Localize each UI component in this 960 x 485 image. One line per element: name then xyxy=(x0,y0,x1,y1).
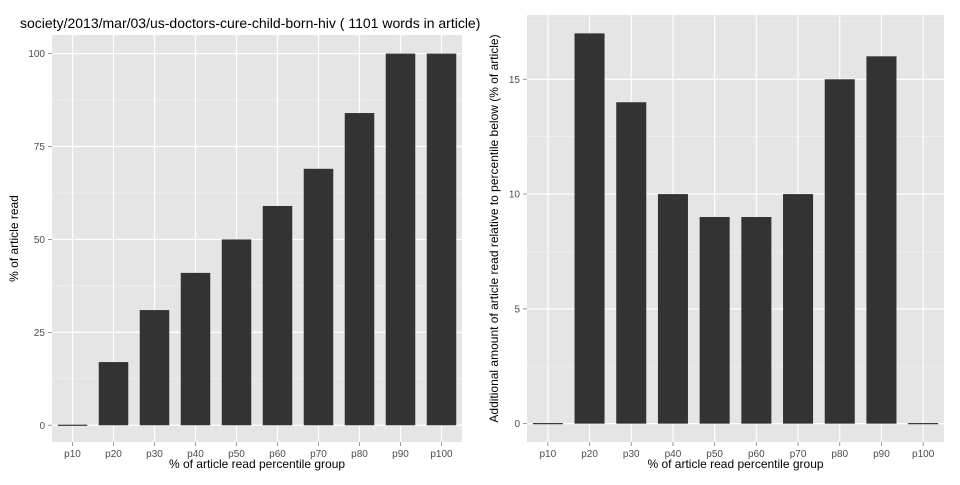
y-tick-label: 50 xyxy=(34,235,46,246)
y-tick-label: 0 xyxy=(39,421,45,432)
chart-title: society/2013/mar/03/us-doctors-cure-chil… xyxy=(20,15,481,31)
x-tick-label: p70 xyxy=(310,449,327,460)
y-tick-label: 100 xyxy=(28,49,45,60)
bar xyxy=(344,113,375,426)
bar xyxy=(385,53,416,426)
bar xyxy=(139,310,170,426)
y-tick-label: 75 xyxy=(34,142,46,153)
y-tick-label: 0 xyxy=(514,419,520,430)
bar xyxy=(616,102,647,424)
x-tick-label: p50 xyxy=(706,449,723,460)
x-tick-label: p30 xyxy=(146,449,163,460)
x-tick-label: p10 xyxy=(64,449,81,460)
bar xyxy=(866,56,897,424)
x-tick-label: p50 xyxy=(228,449,245,460)
bar xyxy=(699,217,730,424)
x-tick-label: p60 xyxy=(269,449,286,460)
x-tick-label: p70 xyxy=(790,449,807,460)
bar xyxy=(262,205,293,426)
bar xyxy=(221,239,252,426)
bar xyxy=(303,168,334,426)
bar xyxy=(783,194,814,424)
x-tick-label: p60 xyxy=(748,449,765,460)
bar xyxy=(180,272,211,426)
x-tick-label: p80 xyxy=(831,449,848,460)
x-tick-label: p30 xyxy=(623,449,640,460)
y-tick-label: 25 xyxy=(34,328,46,339)
x-tick-label: p40 xyxy=(187,449,204,460)
bar xyxy=(908,423,939,425)
bar xyxy=(57,424,88,426)
x-tick-label: p90 xyxy=(873,449,890,460)
bar xyxy=(532,423,563,425)
bar xyxy=(574,33,605,424)
bar xyxy=(824,79,855,424)
bar xyxy=(657,194,688,424)
bar xyxy=(741,217,772,424)
x-tick-label: p20 xyxy=(581,449,598,460)
x-tick-label: p80 xyxy=(351,449,368,460)
x-tick-label: p20 xyxy=(105,449,122,460)
x-tick-label: p40 xyxy=(665,449,682,460)
y-axis-title: % of article read xyxy=(7,195,21,282)
x-tick-label: p90 xyxy=(392,449,409,460)
y-tick-label: 10 xyxy=(509,190,521,201)
y-tick-label: 15 xyxy=(509,75,521,86)
x-axis-title: % of article read percentile group xyxy=(647,457,823,471)
x-tick-label: p100 xyxy=(430,449,453,460)
x-tick-label: p10 xyxy=(540,449,557,460)
bar xyxy=(98,362,129,426)
y-tick-label: 5 xyxy=(514,304,520,315)
x-tick-label: p100 xyxy=(912,449,935,460)
y-axis-title: Additional amount of article read relati… xyxy=(487,34,501,422)
bar xyxy=(426,53,457,426)
x-axis-title: % of article read percentile group xyxy=(169,457,345,471)
